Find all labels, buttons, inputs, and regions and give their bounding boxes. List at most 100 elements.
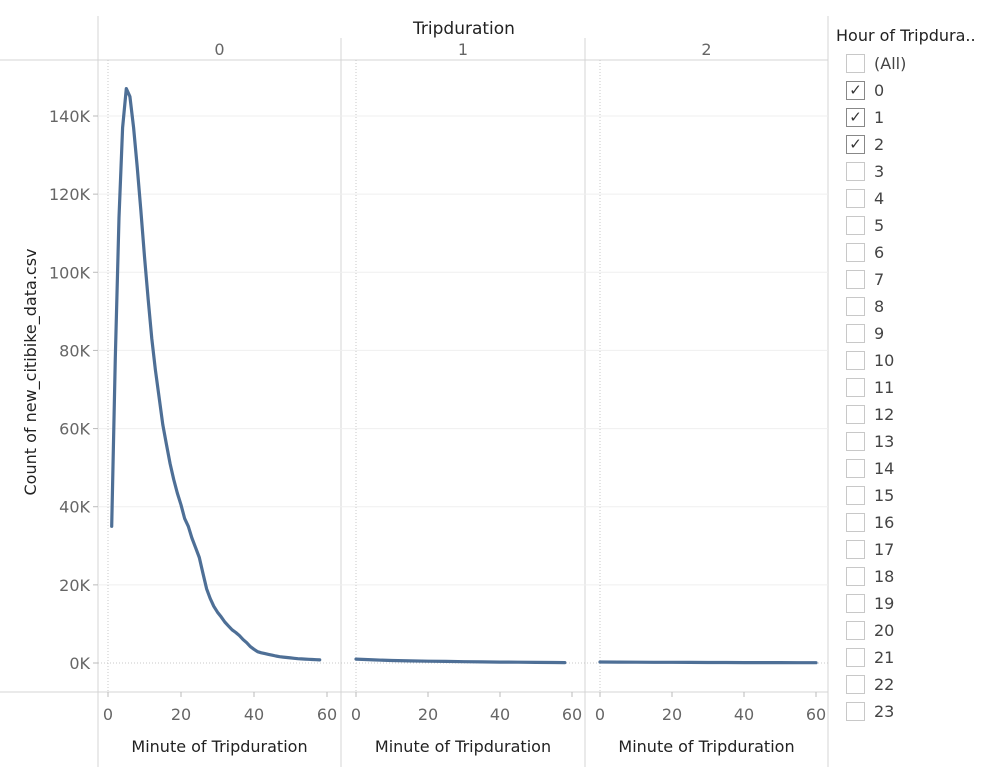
legend-item-label: 18 (874, 567, 895, 586)
legend-item-label: 3 (874, 162, 885, 181)
legend-item[interactable]: 20 (836, 617, 1006, 644)
legend-item-label: 2 (874, 135, 885, 154)
checkbox[interactable] (846, 702, 865, 721)
checkbox[interactable] (846, 513, 865, 532)
checkbox[interactable]: ✓ (846, 135, 865, 154)
legend-item[interactable]: 21 (836, 644, 1006, 671)
y-tick-label: 140K (49, 107, 91, 126)
x-tick-label: 0 (351, 705, 361, 724)
legend-item-label: 22 (874, 675, 895, 694)
y-tick-label: 120K (49, 185, 91, 204)
legend-item-label: 8 (874, 297, 885, 316)
x-axis-title: Minute of Tripduration (618, 737, 794, 756)
legend-item[interactable]: 22 (836, 671, 1006, 698)
checkbox[interactable] (846, 594, 865, 613)
legend-items: (All) ✓ 0 ✓ 1 ✓ 2 3 4 5 6 7 8 9 10 11 12 13 14 15 16 17 18 19 20… (836, 50, 1006, 725)
chart-frame (0, 16, 829, 767)
legend-item[interactable]: 13 (836, 428, 1006, 455)
legend-item-label: 5 (874, 216, 885, 235)
legend-item[interactable]: 23 (836, 698, 1006, 725)
legend-item-label: 9 (874, 324, 885, 343)
legend-item[interactable]: ✓ 1 (836, 104, 1006, 131)
checkbox[interactable] (846, 378, 865, 397)
y-tick-label: 80K (59, 341, 90, 360)
legend-item-label: 17 (874, 540, 895, 559)
checkbox[interactable] (846, 621, 865, 640)
column-header-title: Tripduration (412, 19, 515, 39)
legend-item-label: 0 (874, 81, 885, 100)
legend-item[interactable]: 16 (836, 509, 1006, 536)
legend-item[interactable]: ✓ 0 (836, 77, 1006, 104)
y-axis-title: Count of new_citibike_data.csv (21, 248, 41, 495)
checkbox[interactable] (846, 405, 865, 424)
x-tick-label: 20 (171, 705, 191, 724)
x-tick-label: 60 (317, 705, 337, 724)
x-tick-label: 40 (244, 705, 264, 724)
legend-item[interactable]: 18 (836, 563, 1006, 590)
legend-item-label: 6 (874, 243, 885, 262)
legend-item[interactable]: (All) (836, 50, 1006, 77)
legend-item-label: 23 (874, 702, 895, 721)
series-line-hour-0 (110, 86, 322, 662)
legend-item[interactable]: 12 (836, 401, 1006, 428)
panel-header-label: 0 (214, 40, 224, 59)
checkbox[interactable] (846, 297, 865, 316)
legend-item[interactable]: 17 (836, 536, 1006, 563)
y-tick-label: 40K (59, 498, 90, 517)
checkbox[interactable] (846, 567, 865, 586)
legend-item[interactable]: 10 (836, 347, 1006, 374)
checkbox[interactable] (846, 459, 865, 478)
legend-item-label: 16 (874, 513, 895, 532)
legend-item-label: 7 (874, 270, 885, 289)
checkbox[interactable] (846, 351, 865, 370)
legend-item[interactable]: 6 (836, 239, 1006, 266)
checkbox[interactable] (846, 486, 865, 505)
checkbox[interactable] (846, 540, 865, 559)
panel-header-label: 2 (701, 40, 711, 59)
legend-item[interactable]: 5 (836, 212, 1006, 239)
checkbox[interactable] (846, 54, 865, 73)
legend-title: Hour of Tripdura.. (836, 26, 976, 45)
checkbox[interactable] (846, 216, 865, 235)
series-line-hour-1 (354, 657, 567, 665)
checkbox[interactable] (846, 162, 865, 181)
x-tick-label: 20 (418, 705, 438, 724)
legend-item[interactable]: 8 (836, 293, 1006, 320)
legend-item[interactable]: 15 (836, 482, 1006, 509)
legend-item[interactable]: 9 (836, 320, 1006, 347)
checkbox[interactable]: ✓ (846, 81, 865, 100)
legend-item[interactable]: 11 (836, 374, 1006, 401)
legend-item[interactable]: 4 (836, 185, 1006, 212)
legend-item-label: 13 (874, 432, 895, 451)
legend-item-label: 21 (874, 648, 895, 667)
legend-item-label: 10 (874, 351, 895, 370)
y-tick-label: 60K (59, 420, 90, 439)
y-tick-label: 20K (59, 576, 90, 595)
legend-item[interactable]: 3 (836, 158, 1006, 185)
x-tick-label: 0 (103, 705, 113, 724)
legend-item-label: 20 (874, 621, 895, 640)
x-tick-label: 40 (734, 705, 754, 724)
legend-item-label: 11 (874, 378, 895, 397)
x-tick-label: 0 (595, 705, 605, 724)
legend-item[interactable]: ✓ 2 (836, 131, 1006, 158)
checkbox[interactable] (846, 324, 865, 343)
checkbox[interactable] (846, 675, 865, 694)
legend-item[interactable]: 19 (836, 590, 1006, 617)
checkbox[interactable] (846, 189, 865, 208)
checkbox[interactable]: ✓ (846, 108, 865, 127)
legend-item[interactable]: 7 (836, 266, 1006, 293)
x-tick-label: 60 (806, 705, 826, 724)
checkbox[interactable] (846, 270, 865, 289)
checkbox[interactable] (846, 432, 865, 451)
x-axis-title: Minute of Tripduration (375, 737, 551, 756)
legend-item-label: 19 (874, 594, 895, 613)
checkbox[interactable] (846, 243, 865, 262)
legend-item-label: 12 (874, 405, 895, 424)
y-tick-label: 100K (49, 263, 91, 282)
legend-item[interactable]: 14 (836, 455, 1006, 482)
checkbox[interactable] (846, 648, 865, 667)
x-tick-label: 60 (562, 705, 582, 724)
